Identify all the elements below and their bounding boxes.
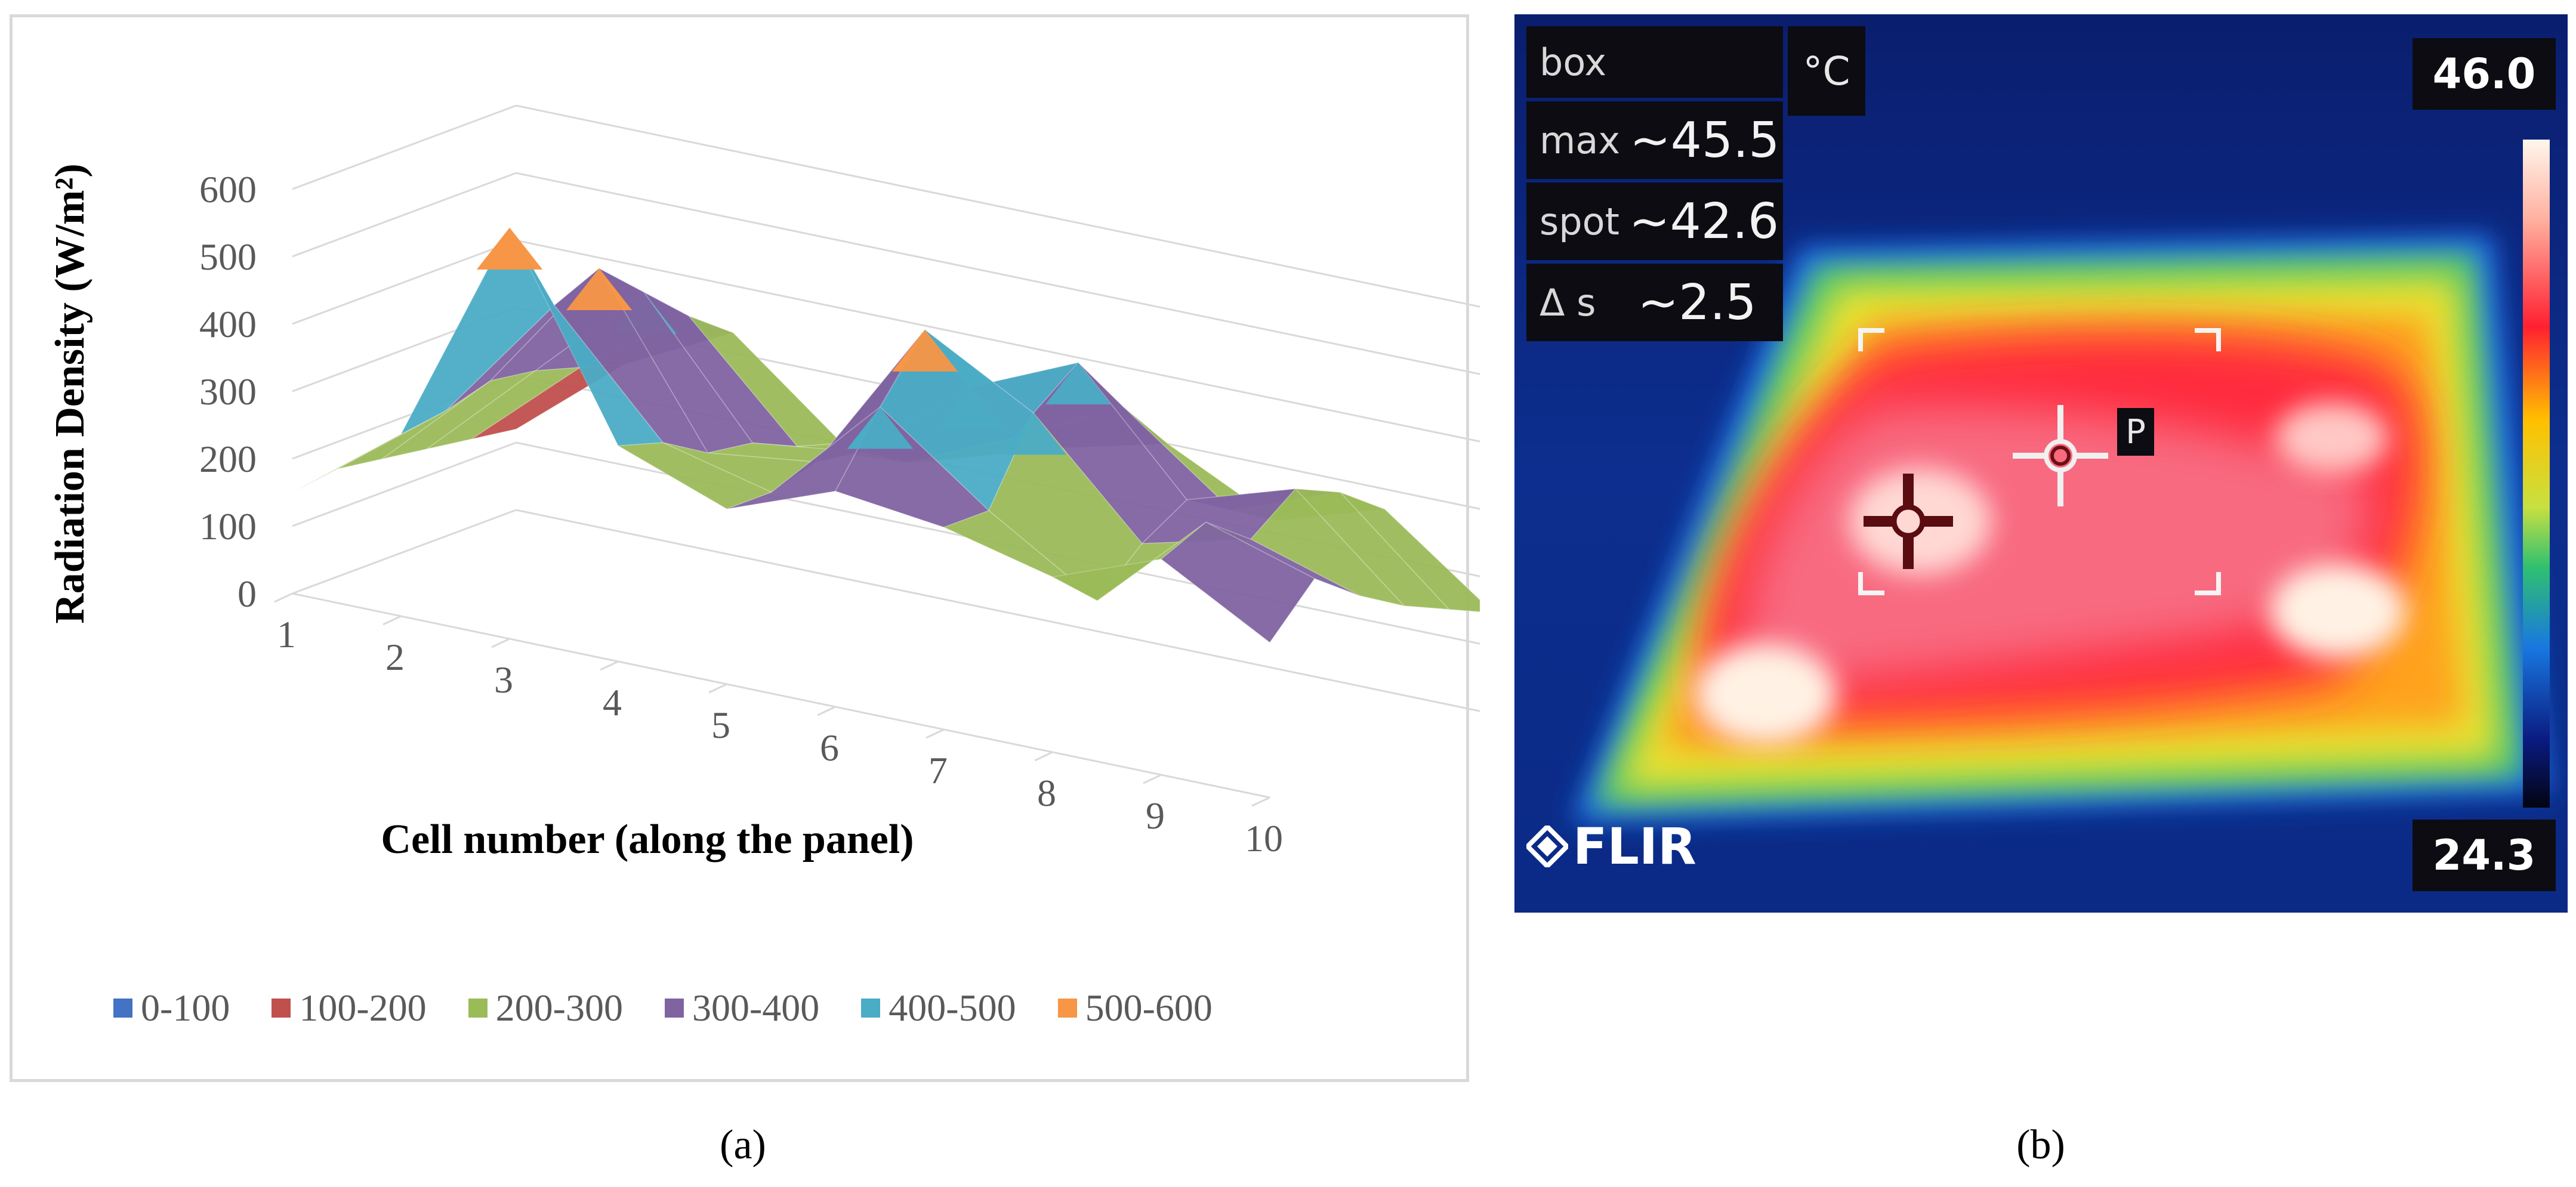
x-tick-label: 4 — [603, 681, 622, 724]
thermal-image — [1514, 14, 2568, 913]
legend-label: 0-100 — [141, 987, 230, 1029]
surface-peak — [1001, 413, 1066, 455]
flir-logo: FLIR — [1526, 817, 1696, 876]
spot-crosshair — [2013, 405, 2108, 506]
spot-value: ~42.6 — [1628, 193, 1779, 250]
surface-chart: 0 100 200 300 400 500 600 1 2 3 4 5 6 7 8 9 10 Radiatio… — [47, 104, 1480, 863]
delta-value: ~2.5 — [1637, 274, 1757, 331]
grid-line — [292, 441, 517, 527]
legend-label: 500-600 — [1085, 987, 1213, 1029]
legend-label: 200-300 — [495, 987, 623, 1029]
legend-swatch — [861, 999, 881, 1018]
x-tick-label: 9 — [1146, 795, 1165, 837]
x-tick-mark — [817, 706, 836, 716]
units-label: °C — [1788, 26, 1865, 116]
grid-line — [516, 509, 1480, 712]
y-tick-label: 0 — [237, 573, 257, 615]
caption-a: (a) — [720, 1122, 766, 1168]
grid-line — [516, 239, 1480, 443]
y-tick-label: 100 — [199, 505, 257, 548]
panel-b-thermal-image: box max ~45.5 spot ~42.6 Δ s ~2.5 °C 46.… — [1514, 14, 2568, 913]
legend-item: 300-400 — [664, 986, 820, 1030]
x-axis-title: Cell number (along the panel) — [381, 817, 914, 863]
panel-a-chart: 0 100 200 300 400 500 600 1 2 3 4 5 6 7 8 9 10 Radiatio… — [10, 14, 1480, 1082]
x-tick-mark — [274, 592, 293, 603]
scale-max-value: 46.0 — [2413, 38, 2556, 110]
x-tick-label: 3 — [494, 659, 513, 701]
x-tick-mark — [1034, 751, 1053, 762]
surface-peak — [847, 407, 913, 449]
x-tick-mark — [491, 638, 510, 648]
surface-peak — [566, 268, 632, 310]
x-tick-label: 8 — [1037, 772, 1056, 814]
max-label: max — [1540, 118, 1621, 162]
surface-cell — [1160, 521, 1316, 644]
legend-swatch — [1057, 999, 1077, 1018]
max-readout: max ~45.5 — [1526, 101, 1783, 179]
box-readout: box — [1526, 26, 1783, 98]
legend-item: 0-100 — [113, 986, 230, 1030]
surface-peak — [477, 227, 542, 270]
legend-item: 400-500 — [861, 986, 1016, 1030]
x-tick-label: 5 — [711, 704, 730, 746]
flir-brand-text: FLIR — [1573, 817, 1696, 876]
flir-diamond-icon — [1526, 826, 1568, 867]
y-tick-label: 200 — [199, 438, 257, 480]
x-tick-mark — [382, 615, 402, 626]
max-crosshair — [1864, 474, 1953, 569]
temperature-scale-bar — [2523, 140, 2550, 808]
legend-label: 100-200 — [299, 987, 427, 1029]
grid-line — [292, 509, 517, 595]
x-tick-mark — [925, 728, 945, 739]
x-tick-label: 2 — [385, 636, 405, 678]
caption-b: (b) — [2016, 1122, 2065, 1168]
x-tick-mark — [600, 660, 619, 671]
spot-readout: spot ~42.6 — [1526, 183, 1783, 260]
grid-line — [516, 172, 1480, 375]
measurement-box — [1858, 328, 2221, 595]
grid-line — [516, 104, 1480, 308]
scale-min-value: 24.3 — [2413, 820, 2556, 891]
y-tick-label: 300 — [199, 370, 257, 413]
x-tick-label: 1 — [277, 613, 296, 656]
x-tick-label: 6 — [820, 727, 839, 769]
x-tick-label: 7 — [928, 749, 948, 792]
y-tick-label: 400 — [199, 303, 257, 345]
x-tick-mark — [1251, 796, 1270, 807]
y-axis-title: Radiation Density (W/m²) — [47, 163, 93, 624]
surface-peak — [892, 329, 958, 372]
max-value: ~45.5 — [1630, 112, 1780, 169]
delta-label: Δ s — [1540, 280, 1596, 324]
legend-item: 200-300 — [468, 986, 623, 1030]
box-label: box — [1540, 40, 1607, 84]
y-tick-label: 600 — [199, 168, 257, 211]
spot-label: spot — [1540, 199, 1619, 243]
surface-peak — [1045, 362, 1111, 404]
legend-label: 300-400 — [692, 987, 820, 1029]
grid-line — [292, 172, 517, 258]
x-tick-label: 10 — [1245, 817, 1283, 860]
legend-item: 100-200 — [272, 986, 427, 1030]
legend-swatch — [113, 999, 132, 1018]
grid-line — [292, 239, 517, 325]
x-tick-mark — [708, 683, 727, 694]
spot-marker-label: P — [2117, 408, 2154, 456]
legend-swatch — [272, 999, 291, 1018]
y-tick-label: 500 — [199, 236, 257, 278]
grid-line — [292, 104, 517, 190]
legend-item: 500-600 — [1057, 986, 1213, 1030]
x-axis-line — [292, 592, 1270, 799]
legend-swatch — [664, 999, 684, 1018]
legend-label: 400-500 — [889, 987, 1016, 1029]
chart-legend: 0-100 100-200 200-300 300-400 400-500 500-600 — [113, 978, 1396, 1038]
delta-readout: Δ s ~2.5 — [1526, 264, 1783, 341]
legend-swatch — [468, 999, 488, 1018]
x-tick-mark — [1143, 774, 1162, 784]
